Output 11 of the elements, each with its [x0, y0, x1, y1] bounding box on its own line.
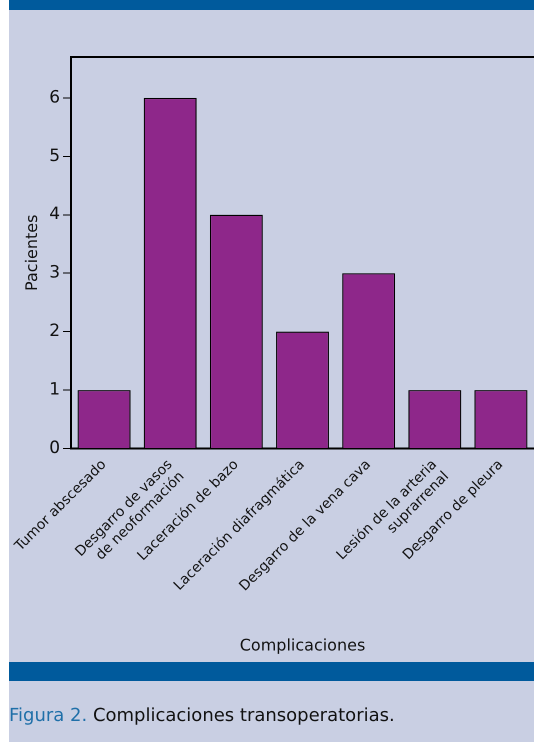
- y-tick-label: 1: [49, 380, 60, 400]
- y-tick-label: 3: [49, 262, 60, 283]
- y-tick-label: 0: [49, 438, 60, 458]
- x-axis-title: Complicaciones: [240, 636, 366, 655]
- text: Figura 2.: [9, 705, 88, 726]
- y-tick-label: 4: [49, 204, 60, 224]
- y-tick-label: 5: [49, 146, 60, 166]
- y-tick-label: 2: [49, 321, 60, 342]
- text: Complicaciones transoperatorias.: [92, 705, 395, 726]
- y-axis-title: Pacientes: [22, 214, 41, 291]
- y-tick-label: 6: [49, 87, 60, 108]
